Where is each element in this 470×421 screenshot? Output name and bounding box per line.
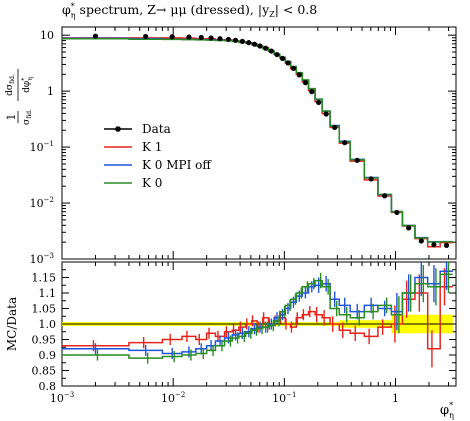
data-point xyxy=(394,209,400,216)
svg-text:dσfid.: dσfid. xyxy=(5,74,16,96)
data-point xyxy=(406,225,412,231)
data-point xyxy=(274,51,280,58)
ratio-y-tick-label: 1.0 xyxy=(39,318,57,331)
main-y-axis-label: 1 σfid. dσfid. dφ*η xyxy=(5,69,34,125)
legend-label-data: Data xyxy=(142,122,171,136)
data-point xyxy=(332,124,338,130)
data-point xyxy=(208,35,214,41)
data-point xyxy=(246,40,252,46)
main-axis-ticks: 10 1 10−1 10−2 10−3 xyxy=(30,27,456,266)
data-point xyxy=(251,41,258,47)
chart-title: φ* η spectrum, Z→ μμ (dressed), |yZ| < 0.… xyxy=(62,2,317,20)
x-tick-label: 1 xyxy=(392,392,399,405)
main-y-tick-label: 1 xyxy=(47,85,54,98)
data-point xyxy=(232,37,239,43)
legend: Data K 1 K 0 MPI off K 0 xyxy=(104,122,212,190)
legend-label-k0: K 0 xyxy=(142,176,162,190)
data-point xyxy=(279,55,286,61)
ratio-y-tick-label: 1.05 xyxy=(32,303,57,316)
data-point xyxy=(418,238,424,244)
data-point xyxy=(239,38,245,44)
legend-label-k1: K 1 xyxy=(142,140,162,154)
ratio-axis-ticks: 10−3 10−2 10−1 1 0.8 0.85 0.9 0.95 1.0 1.05 1.1 1.1… xyxy=(32,261,456,405)
svg-text:dφ*η: dφ*η xyxy=(21,77,34,93)
ratio-y-tick-label: 1.1 xyxy=(39,287,57,300)
data-point xyxy=(169,34,175,40)
legend-item-k0: K 0 xyxy=(104,176,162,190)
data-point xyxy=(290,65,297,71)
data-point xyxy=(302,80,309,86)
data-point xyxy=(368,176,374,182)
ratio-y-tick-label: 1.15 xyxy=(32,272,57,285)
x-tick-label: 10−2 xyxy=(161,391,185,405)
svg-text:σfid.: σfid. xyxy=(22,109,33,125)
data-point xyxy=(342,140,348,146)
series-main-k-1 xyxy=(62,37,453,248)
legend-item-k1: K 1 xyxy=(104,140,162,154)
data-point xyxy=(268,48,274,54)
ratio-y-tick-label: 0.8 xyxy=(39,380,57,393)
ratio-y-tick-label: 0.85 xyxy=(32,365,57,378)
svg-text:1: 1 xyxy=(5,114,18,121)
main-plot-frame xyxy=(61,26,457,260)
data-point xyxy=(186,34,192,40)
data-point xyxy=(217,36,223,42)
main-y-tick-label: 10−2 xyxy=(30,196,54,210)
series-ratio-k-0 xyxy=(62,273,453,359)
data-point xyxy=(382,193,388,199)
main-y-tick-label: 10−1 xyxy=(30,140,54,154)
ratio-y-tick-label: 0.9 xyxy=(39,349,57,362)
data-point xyxy=(316,99,322,105)
data-point xyxy=(443,242,450,249)
data-point xyxy=(263,45,269,51)
ratio-y-axis-label: MC/Data xyxy=(5,297,19,351)
legend-item-data: Data xyxy=(104,122,171,136)
ratio-series-lines xyxy=(62,262,453,368)
data-point xyxy=(431,242,437,248)
ratio-y-tick-label: 0.95 xyxy=(32,334,57,347)
x-tick-label: 10−1 xyxy=(272,391,296,405)
data-point xyxy=(143,33,149,40)
main-y-tick-label: 10−3 xyxy=(30,252,54,266)
series-main-k-0 xyxy=(62,37,453,243)
main-series-lines xyxy=(62,37,453,248)
data-point xyxy=(225,36,232,43)
data-point xyxy=(92,33,99,39)
main-y-tick-label: 10 xyxy=(40,29,54,42)
data-point xyxy=(198,34,204,41)
x-tick-label: 10−3 xyxy=(50,391,74,405)
data-point xyxy=(354,157,360,163)
data-point xyxy=(257,43,263,49)
data-points xyxy=(92,33,450,249)
data-point xyxy=(323,111,329,117)
data-point xyxy=(285,60,291,66)
x-axis-label: φ* η xyxy=(440,401,454,420)
data-point xyxy=(309,89,315,95)
data-point xyxy=(296,72,302,78)
legend-item-k0-mpi-off: K 0 MPI off xyxy=(104,158,212,172)
legend-label-k0-mpi-off: K 0 MPI off xyxy=(142,158,212,172)
